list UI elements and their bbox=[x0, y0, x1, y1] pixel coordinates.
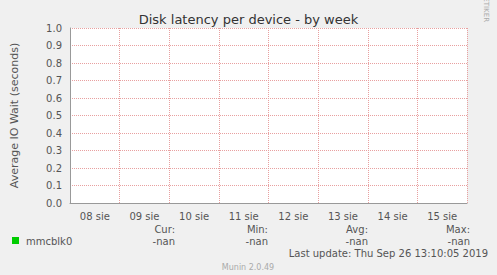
svg-text:10 sie: 10 sie bbox=[179, 211, 209, 222]
svg-text:-nan: -nan bbox=[448, 236, 470, 247]
svg-text:1.0: 1.0 bbox=[46, 23, 62, 34]
svg-text:Munin 2.0.49: Munin 2.0.49 bbox=[222, 263, 274, 272]
svg-text:0.7: 0.7 bbox=[46, 75, 62, 86]
svg-text:Avg:: Avg: bbox=[346, 224, 368, 235]
svg-text:15 sie: 15 sie bbox=[427, 211, 457, 222]
svg-text:0.5: 0.5 bbox=[46, 110, 62, 121]
svg-text:08 sie: 08 sie bbox=[80, 211, 110, 222]
svg-text:12 sie: 12 sie bbox=[278, 211, 308, 222]
svg-text:11 sie: 11 sie bbox=[229, 211, 259, 222]
svg-text:14 sie: 14 sie bbox=[378, 211, 408, 222]
svg-text:0.4: 0.4 bbox=[46, 128, 62, 139]
svg-text:0.1: 0.1 bbox=[46, 180, 62, 191]
svg-text:0.6: 0.6 bbox=[46, 93, 62, 104]
svg-text:-nan: -nan bbox=[246, 236, 268, 247]
svg-text:13 sie: 13 sie bbox=[328, 211, 358, 222]
svg-text:0.3: 0.3 bbox=[46, 145, 62, 156]
svg-text:-nan: -nan bbox=[153, 236, 175, 247]
svg-text:0.0: 0.0 bbox=[46, 198, 62, 209]
svg-text:09 sie: 09 sie bbox=[129, 211, 159, 222]
svg-text:Average IO Wait (seconds): Average IO Wait (seconds) bbox=[8, 43, 21, 188]
svg-text:RRDTOOL / TOBI OETIKER: RRDTOOL / TOBI OETIKER bbox=[482, 0, 490, 22]
svg-text:Cur:: Cur: bbox=[154, 224, 175, 235]
svg-text:Min:: Min: bbox=[247, 224, 268, 235]
svg-text:Last update: Thu Sep 26 13:10:: Last update: Thu Sep 26 13:10:05 2019 bbox=[289, 248, 488, 259]
svg-text:Max:: Max: bbox=[446, 224, 470, 235]
svg-text:0.9: 0.9 bbox=[46, 40, 62, 51]
svg-text:Disk latency per device - by w: Disk latency per device - by week bbox=[139, 12, 359, 27]
svg-text:0.8: 0.8 bbox=[46, 58, 62, 69]
svg-text:mmcblk0: mmcblk0 bbox=[26, 236, 72, 247]
svg-text:-nan: -nan bbox=[346, 236, 368, 247]
svg-text:0.2: 0.2 bbox=[46, 163, 62, 174]
